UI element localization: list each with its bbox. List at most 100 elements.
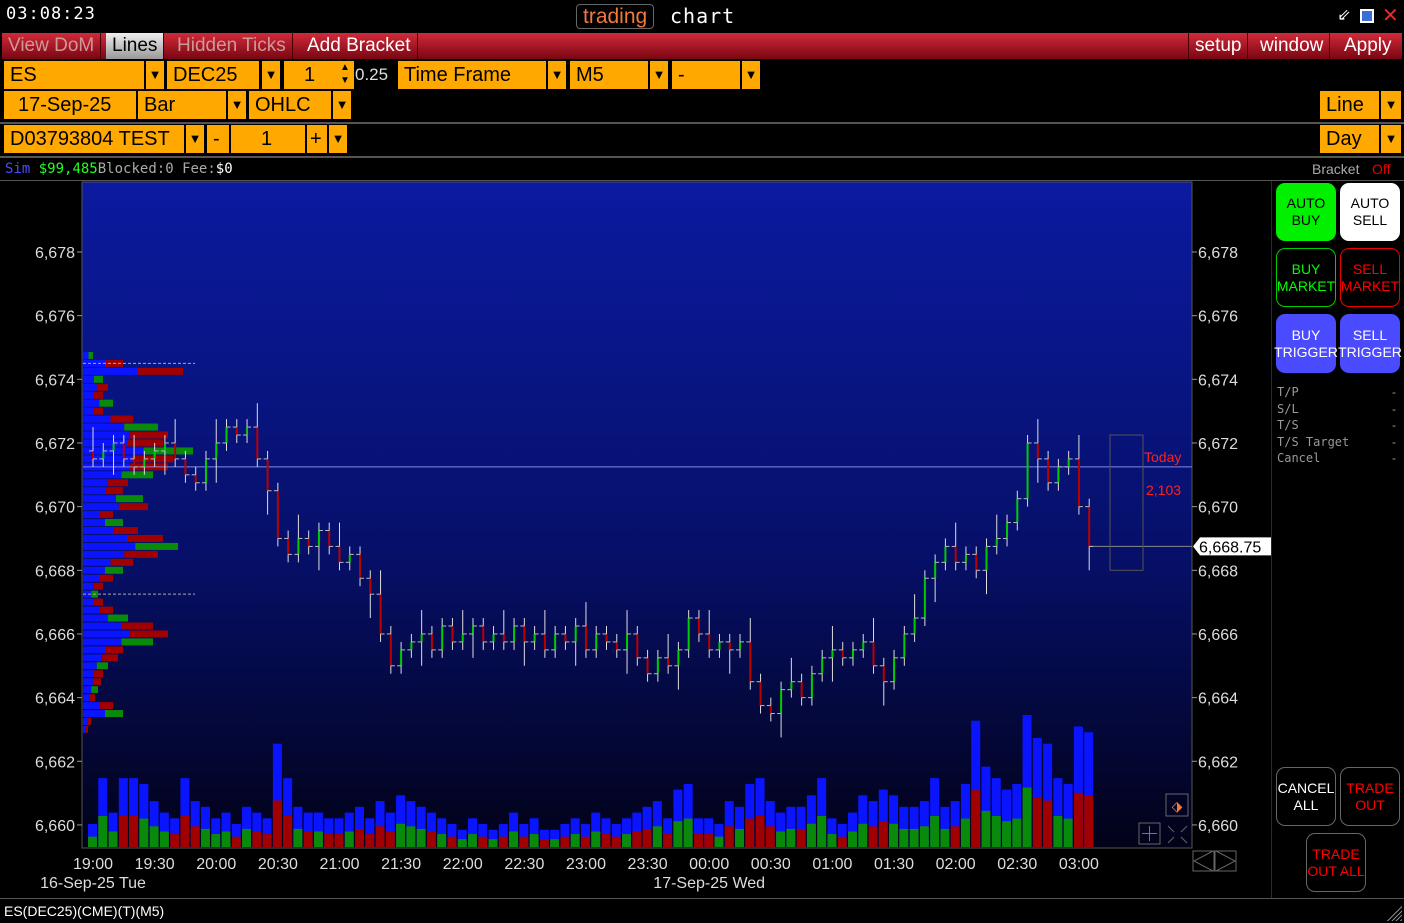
volume-bar — [878, 789, 888, 847]
sell-market-button[interactable]: SELL MARKET — [1340, 248, 1400, 307]
add-bracket-button[interactable]: Add Bracket — [301, 33, 418, 59]
chevron-down-icon[interactable]: ▼ — [742, 61, 760, 89]
ohlc-body — [851, 649, 854, 658]
profile-bar — [83, 614, 108, 622]
volume-bar — [806, 795, 816, 847]
trade-out-all-button[interactable]: TRADE OUT ALL — [1306, 833, 1366, 892]
quantity-field[interactable]: 1 — [231, 125, 305, 153]
cancel-value[interactable]: - — [1392, 451, 1396, 465]
account-select[interactable]: D03793804 TEST — [4, 125, 184, 153]
profile-bar — [83, 519, 105, 527]
app-title-brand: trading — [576, 4, 655, 29]
view-dom-button[interactable]: View DoM — [2, 33, 102, 59]
profile-bar — [83, 399, 100, 407]
chevron-down-icon[interactable]: ▼ — [650, 61, 668, 89]
ts-target-value[interactable]: - — [1392, 435, 1396, 449]
today-profile-box — [1109, 434, 1144, 571]
bracket-toggle[interactable]: Off — [1372, 161, 1391, 177]
x-tick-label: 01:30 — [874, 856, 914, 873]
window-button[interactable]: window — [1254, 33, 1331, 59]
divider — [0, 898, 1404, 899]
ts-value[interactable]: - — [1392, 418, 1396, 432]
period-mode-select[interactable]: Time Frame — [398, 61, 546, 89]
chevron-down-icon[interactable]: ▼ — [228, 91, 246, 119]
buy-market-button[interactable]: BUY MARKET — [1276, 248, 1336, 307]
y-tick-label-right: 6,670 — [1198, 500, 1238, 517]
y-tick-label-right: 6,674 — [1198, 372, 1238, 389]
volume-bar-delta — [847, 831, 857, 847]
sl-value[interactable]: - — [1392, 402, 1396, 416]
bar-style-select[interactable]: OHLC — [249, 91, 331, 119]
trade-out-button[interactable]: TRADE OUT — [1340, 767, 1400, 826]
ohlc-body — [800, 681, 803, 698]
auto-sell-button[interactable]: AUTO SELL — [1340, 183, 1400, 241]
symbol-select[interactable]: ES — [4, 61, 144, 89]
multiplier-stepper[interactable]: 1 — [284, 61, 336, 89]
volume-bar-delta — [601, 834, 611, 847]
volume-bar-delta — [786, 828, 796, 847]
volume-bar — [745, 783, 755, 847]
apply-button[interactable]: Apply — [1344, 35, 1392, 56]
chevron-down-icon[interactable]: ▼ — [1381, 125, 1401, 153]
line-mode-select[interactable]: Line — [1320, 91, 1379, 119]
qty-plus-button[interactable]: + — [307, 125, 327, 153]
chevron-down-icon[interactable]: ▼ — [146, 61, 164, 89]
chevron-down-icon[interactable]: ▼ — [329, 125, 347, 153]
blocked-label: Blocked: — [97, 161, 166, 177]
chevron-down-icon[interactable]: ▼ — [1381, 91, 1401, 119]
volume-bar-delta — [663, 834, 673, 847]
ohlc-body — [810, 673, 813, 698]
y-tick-label-right: 6,666 — [1198, 627, 1238, 644]
contract-select[interactable]: DEC25 — [167, 61, 259, 89]
volume-bar-delta — [735, 828, 745, 847]
chevron-down-icon[interactable]: ▼ — [262, 61, 280, 89]
ohlc-body — [133, 458, 136, 467]
buy-trigger-button[interactable]: BUY TRIGGER — [1274, 314, 1338, 373]
x-tick-label: 02:30 — [997, 856, 1037, 873]
ohlc-body — [276, 490, 279, 539]
volume-bar-delta — [365, 834, 375, 847]
ohlc-body — [626, 633, 629, 650]
ohlc-body — [482, 626, 485, 642]
chart-type-select[interactable]: Bar — [138, 91, 226, 119]
extra-select[interactable]: - — [672, 61, 740, 89]
volume-bar — [324, 818, 334, 847]
scroll-left-icon[interactable] — [1192, 850, 1215, 872]
lines-button[interactable]: Lines — [106, 33, 165, 59]
profile-bar — [94, 391, 103, 399]
hidden-ticks-button[interactable]: Hidden Ticks — [171, 33, 293, 59]
minimize-icon[interactable]: ⇙ — [1337, 7, 1351, 24]
tag-icon[interactable]: ⬗ — [1165, 793, 1189, 817]
stepper-arrows-icon[interactable]: ▲ ▼ — [336, 61, 354, 89]
crosshair-icon[interactable] — [1138, 822, 1161, 845]
session-select[interactable]: Day — [1320, 125, 1379, 153]
chevron-down-icon[interactable]: ▼ — [186, 125, 204, 153]
expand-icon[interactable] — [1167, 825, 1188, 844]
scroll-right-icon[interactable] — [1214, 850, 1237, 872]
restore-icon[interactable] — [1360, 9, 1374, 23]
volume-bar-delta — [837, 836, 847, 847]
auto-buy-button[interactable]: AUTO BUY — [1276, 183, 1336, 241]
resize-grip-icon[interactable] — [1386, 905, 1402, 921]
date-field[interactable]: 17-Sep-25 — [4, 91, 136, 119]
chevron-down-icon[interactable]: ▼ — [333, 91, 351, 119]
volume-bar-delta — [1084, 795, 1094, 847]
sell-trigger-button[interactable]: SELL TRIGGER — [1338, 314, 1402, 373]
volume-bar-delta — [447, 836, 457, 847]
profile-bar — [116, 495, 143, 503]
ohlc-body — [338, 546, 341, 563]
volume-bar-delta — [159, 831, 169, 847]
timeframe-select[interactable]: M5 — [570, 61, 648, 89]
cancel-all-button[interactable]: CANCEL ALL — [1276, 767, 1336, 826]
price-chart[interactable]: Today 2,103 6,660 6,660 6,662 6,662 6,664 6,664… — [0, 181, 1272, 899]
tp-value[interactable]: - — [1392, 385, 1396, 399]
ohlc-body — [739, 641, 742, 650]
ohlc-body — [389, 633, 392, 666]
setup-button[interactable]: setup — [1188, 33, 1249, 59]
ohlc-body — [122, 442, 125, 459]
qty-minus-button[interactable]: - — [207, 125, 229, 153]
chevron-down-icon[interactable]: ▼ — [548, 61, 566, 89]
x-tick-label: 19:00 — [73, 856, 113, 873]
volume-bar-delta — [652, 826, 662, 847]
close-icon[interactable]: ✕ — [1382, 5, 1399, 27]
